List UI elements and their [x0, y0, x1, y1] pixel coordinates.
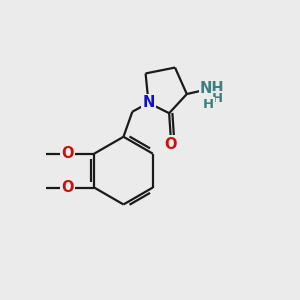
Text: O: O [164, 136, 177, 152]
Text: O: O [61, 180, 74, 195]
Text: H: H [203, 98, 214, 111]
Text: N: N [142, 95, 155, 110]
Text: H: H [212, 92, 223, 105]
Text: NH: NH [200, 81, 225, 96]
Text: O: O [61, 146, 74, 161]
